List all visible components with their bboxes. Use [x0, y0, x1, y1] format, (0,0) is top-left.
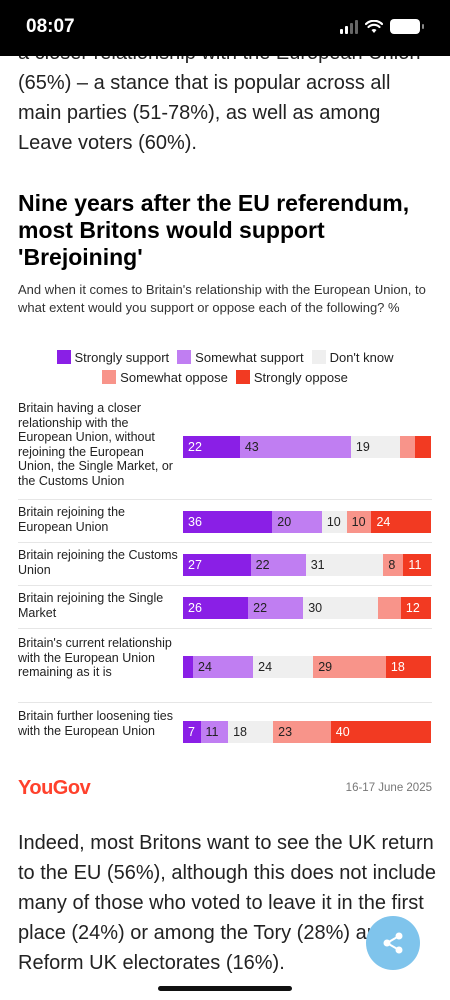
row-label: Britain's current relationship with the … — [18, 636, 172, 679]
bar-segment: 12 — [400, 597, 431, 619]
chart-row: Britain's current relationship with the … — [18, 629, 432, 703]
bar-segment: 10 — [321, 511, 347, 533]
legend-swatch — [177, 350, 192, 364]
article-paragraph-bottom: Indeed, most Britons want to see the UK … — [18, 832, 437, 974]
bar-segment: 10 — [346, 511, 372, 533]
stacked-bar: 24 24 29 18 — [183, 656, 431, 678]
bar-segment — [378, 597, 401, 619]
legend-label: Strongly support — [74, 350, 170, 365]
bar-segment: 18 — [385, 656, 431, 678]
bar-segment: 11 — [403, 554, 431, 576]
bar-segment — [183, 656, 194, 678]
bar-segment: 7 — [183, 721, 201, 743]
legend-item: Don't know — [311, 348, 394, 368]
bar-segment: 20 — [272, 511, 322, 533]
bar-segment: 18 — [228, 721, 274, 743]
bar-segment: 8 — [383, 554, 404, 576]
legend-item: Somewhat support — [177, 348, 304, 368]
legend-label: Don't know — [329, 350, 394, 365]
bar-segment: 30 — [303, 597, 379, 619]
legend-swatch — [235, 370, 250, 384]
legend-item: Strongly oppose — [235, 368, 348, 388]
bar-segment: 19 — [350, 436, 400, 458]
bar-segment: 23 — [273, 721, 331, 743]
article-paragraph-top: a closer relationship with the European … — [18, 42, 420, 154]
stacked-bar: 27 22 31 8 11 — [183, 554, 431, 576]
legend-label: Somewhat support — [195, 350, 304, 365]
chart-row: Britain rejoining the Customs Union 27 22 3… — [18, 543, 432, 586]
stacked-bar: 26 22 30 12 — [183, 597, 431, 619]
bar-segment — [415, 436, 431, 458]
stacked-bar: 7 11 18 23 40 — [183, 721, 431, 743]
row-label: Britain rejoining the Single Market — [18, 591, 164, 620]
row-label: Britain rejoining the Customs Union — [18, 548, 178, 577]
legend-item: Strongly support — [56, 348, 170, 368]
legend-item: Somewhat oppose — [102, 368, 228, 388]
share-icon — [383, 932, 403, 954]
row-label: Britain having a closer relationship wit… — [18, 401, 173, 488]
bar-segment: 24 — [371, 511, 431, 533]
chart-legend: Strongly support Somewhat support Don't kn… — [18, 348, 432, 388]
bar-segment: 29 — [313, 656, 386, 678]
chart-row: Britain rejoining the Single Market 26 22 3… — [18, 586, 432, 629]
bar-segment: 11 — [200, 721, 229, 743]
bar-segment: 40 — [330, 721, 431, 743]
bar-segment: 26 — [183, 597, 249, 619]
stacked-bar: 36 20 10 10 24 — [183, 511, 431, 533]
legend-swatch — [311, 350, 326, 364]
yougov-logo[interactable]: YouGov — [18, 777, 91, 799]
chart-title: Nine years after the EU referendum, most… — [18, 190, 410, 270]
chart-row: Britain rejoining the European Union 36 20… — [18, 500, 432, 543]
survey-date: 16-17 June 2025 — [345, 782, 432, 794]
row-label: Britain rejoining the European Union — [18, 505, 126, 534]
bar-segment: 27 — [183, 554, 251, 576]
home-indicator — [158, 986, 292, 991]
bar-segment: 22 — [250, 554, 306, 576]
bar-segment: 24 — [253, 656, 314, 678]
row-label: Britain further loosening ties with the … — [18, 709, 173, 738]
wifi-icon — [365, 19, 383, 33]
status-time: 08:07 — [26, 16, 75, 37]
legend-label: Somewhat oppose — [120, 370, 228, 385]
bar-segment: 22 — [183, 436, 240, 458]
battery-icon — [390, 19, 424, 34]
stacked-bar: 22 43 19 — [183, 436, 431, 458]
legend-label: Strongly oppose — [253, 370, 348, 385]
share-button[interactable] — [366, 916, 420, 970]
chart-row: Britain having a closer relationship wit… — [18, 398, 432, 500]
legend-swatch — [56, 350, 71, 364]
signal-icon — [340, 19, 358, 34]
bar-segment: 22 — [248, 597, 304, 619]
status-icons — [340, 19, 424, 34]
bar-segment — [399, 436, 416, 458]
status-bar: 08:07 — [0, 0, 450, 56]
chart-row: Britain further loosening ties with the … — [18, 703, 432, 761]
chart-subtitle: And when it comes to Britain's relations… — [18, 282, 426, 315]
legend-swatch — [102, 370, 117, 384]
bar-segment: 31 — [305, 554, 384, 576]
bar-segment: 36 — [183, 511, 273, 533]
bar-segment: 24 — [193, 656, 254, 678]
bar-segment: 43 — [239, 436, 351, 458]
